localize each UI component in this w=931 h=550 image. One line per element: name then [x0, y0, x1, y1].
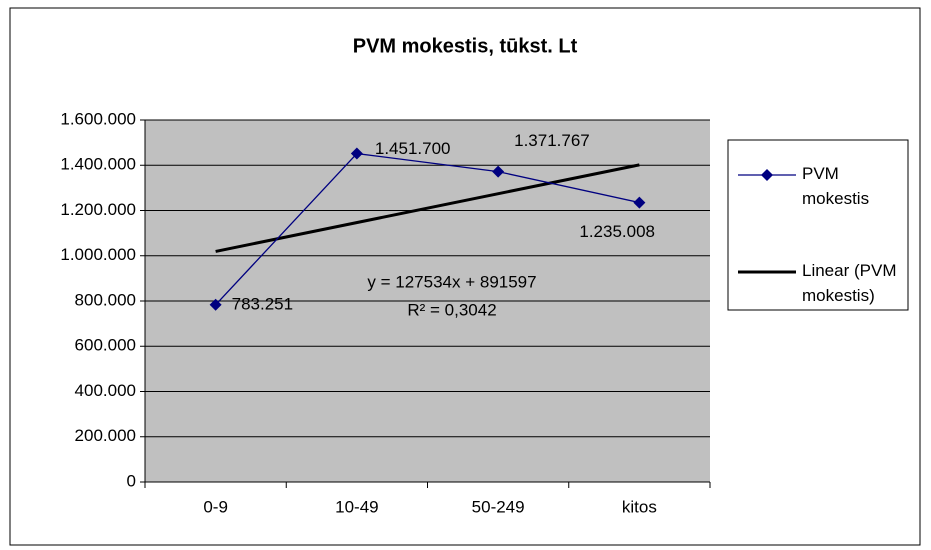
y-tick-label: 0	[127, 471, 136, 490]
legend-marker	[761, 169, 773, 181]
y-tick-label: 400.000	[75, 381, 136, 400]
x-tick-label: kitos	[622, 497, 657, 516]
trendline	[215, 163, 640, 253]
data-label: 1.371.767	[514, 131, 590, 150]
y-tick-label: 800.000	[75, 290, 136, 309]
x-tick-label: 10-49	[335, 497, 378, 516]
x-tick-label: 50-249	[472, 497, 525, 516]
y-tick-label: 1.600.000	[60, 109, 136, 128]
legend-label: Linear (PVM mokestis)	[802, 261, 896, 305]
data-label: 1.451.700	[375, 139, 451, 158]
data-label: 1.235.008	[579, 222, 655, 241]
data-point	[350, 147, 363, 160]
y-tick-label: 1.000.000	[60, 245, 136, 264]
data-point	[209, 298, 222, 311]
legend-label: PVM mokestis	[802, 164, 869, 208]
trend-equation: y = 127534x + 891597	[367, 272, 536, 291]
x-tick-label: 0-9	[203, 497, 228, 516]
legend-box	[727, 139, 909, 311]
y-tick-label: 200.000	[75, 426, 136, 445]
data-point	[492, 165, 505, 178]
trend-r2: R² = 0,3042	[407, 300, 496, 319]
y-tick-label: 600.000	[75, 336, 136, 355]
y-tick-label: 1.400.000	[60, 155, 136, 174]
series-line	[215, 152, 640, 306]
data-point	[633, 196, 646, 209]
y-tick-label: 1.200.000	[60, 200, 136, 219]
chart-title: PVM mokestis, tūkst. Lt	[353, 35, 578, 57]
data-label: 783.251	[232, 294, 293, 313]
